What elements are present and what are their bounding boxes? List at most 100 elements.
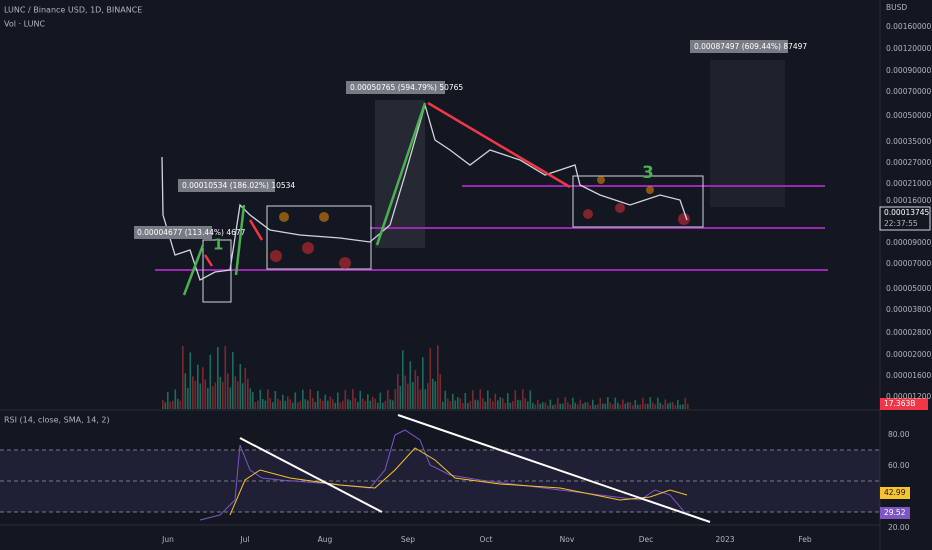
currency: BUSD xyxy=(886,3,907,12)
volume-bar xyxy=(212,386,214,409)
volume-bar xyxy=(317,390,319,409)
rsi-tick: 60.00 xyxy=(888,461,910,470)
move-label: 0.00004677 (113.44%) 4677 xyxy=(137,228,246,237)
price-tick: 0.00007000 xyxy=(886,259,932,268)
volume-bar xyxy=(344,389,347,409)
volume-bar xyxy=(247,378,249,409)
volume-label: Vol · LUNC xyxy=(4,20,45,29)
volume-bar xyxy=(609,402,612,409)
volume-bar xyxy=(184,373,187,409)
volume-bar xyxy=(182,345,184,409)
volume-bar xyxy=(464,393,467,409)
volume-bar xyxy=(397,373,399,409)
volume-bar xyxy=(557,397,559,409)
volume-bar xyxy=(294,392,297,409)
volume-bar xyxy=(204,379,207,409)
volume-bar xyxy=(579,399,582,409)
volume-bar xyxy=(682,404,684,409)
volume-bar xyxy=(352,389,354,409)
volume-bar xyxy=(419,389,422,409)
arrows xyxy=(182,101,571,296)
volume-bar xyxy=(642,397,644,409)
volume-bar xyxy=(684,397,687,409)
volume-bar xyxy=(572,397,574,409)
volume-bar xyxy=(287,396,289,409)
volume-bar xyxy=(597,404,599,409)
volume-bar xyxy=(587,402,589,409)
price-tick: 0.00001600 xyxy=(886,371,932,380)
volume-bar xyxy=(427,383,429,409)
sma-badge-box xyxy=(880,487,910,499)
target-label: 0.00087497 (609.44%) 87497 xyxy=(694,42,807,51)
volume-bar xyxy=(359,390,362,409)
time-tick: Feb xyxy=(798,535,812,544)
volume-bar xyxy=(477,400,479,409)
volume-bar xyxy=(222,381,224,409)
volume-bar xyxy=(224,345,227,409)
volume-bar xyxy=(357,401,359,409)
volume-bar xyxy=(279,400,282,409)
volume-bar xyxy=(329,396,332,409)
volume-bar xyxy=(627,402,629,409)
volume-bar xyxy=(379,392,382,409)
volume-bar xyxy=(622,399,624,409)
volume-bar xyxy=(437,345,439,409)
volume-bar xyxy=(214,382,217,409)
rsi-line xyxy=(199,429,688,521)
volume-bar xyxy=(167,391,169,409)
volume-bar xyxy=(362,398,364,409)
volume-bar xyxy=(482,398,484,409)
volume-bar xyxy=(617,402,619,409)
volume-bar xyxy=(269,397,272,409)
volume-bar xyxy=(507,393,509,409)
volume-bar xyxy=(457,397,459,409)
volume-bar xyxy=(367,394,369,409)
volume-bar xyxy=(277,398,279,409)
volume-bar xyxy=(314,402,317,409)
volume-bar xyxy=(527,401,529,409)
volume-bar xyxy=(377,402,379,409)
volume-bar xyxy=(632,405,634,409)
volume-bar xyxy=(594,405,597,409)
volume-bar xyxy=(414,370,417,409)
last-price: 0.00013745 xyxy=(884,208,930,217)
volume-bar xyxy=(554,404,557,409)
volume-bar xyxy=(524,398,527,409)
volume-bar xyxy=(409,361,412,409)
volume-bar xyxy=(407,383,409,409)
volume-bar xyxy=(364,400,367,409)
volume-bar xyxy=(302,389,304,409)
volume-value: 17.363B xyxy=(884,399,915,408)
volume-bar xyxy=(672,402,674,409)
price-tick: 0.00005000 xyxy=(886,284,932,293)
volume-bar xyxy=(257,400,259,409)
price-tick: 0.00160000 xyxy=(886,22,932,31)
volume-bar xyxy=(312,397,314,409)
volume-bar xyxy=(404,375,407,409)
volume-bar xyxy=(494,393,497,409)
wave-label: 3 xyxy=(642,163,654,183)
volume-bar xyxy=(254,402,257,409)
volume-bar xyxy=(612,404,614,409)
volume-bar xyxy=(169,401,172,409)
volume-bar xyxy=(262,399,264,409)
volume-bar xyxy=(484,401,487,409)
volume-badge xyxy=(880,398,928,410)
volume-bar xyxy=(399,385,402,409)
volume-bar xyxy=(514,390,517,409)
volume-bar xyxy=(607,397,609,409)
volume-bar xyxy=(337,392,339,409)
volume-bar xyxy=(339,402,342,409)
volume-bar xyxy=(292,402,294,409)
time-tick: Oct xyxy=(480,535,493,544)
price-tick: 0.00016000 xyxy=(886,196,932,205)
volume-bar xyxy=(602,403,604,409)
volume-bar xyxy=(434,381,437,409)
volume-bar xyxy=(259,389,262,409)
volume-bar xyxy=(599,397,602,409)
volume-bar xyxy=(299,400,302,409)
time-tick: Nov xyxy=(560,535,575,544)
volume-bar xyxy=(664,399,667,409)
volume-bar xyxy=(242,383,244,409)
volume-bar xyxy=(467,402,469,409)
